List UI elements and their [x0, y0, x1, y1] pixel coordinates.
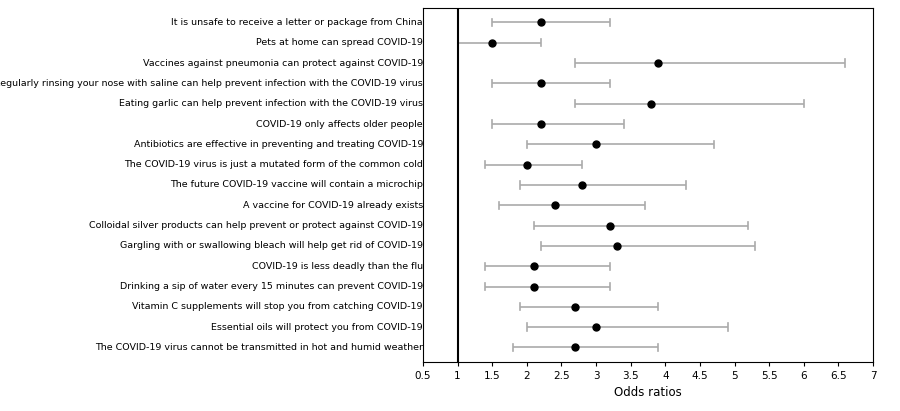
Text: Colloidal silver products can help prevent or protect against COVID-19: Colloidal silver products can help preve… [89, 221, 423, 230]
Text: The future COVID-19 vaccine will contain a microchip: The future COVID-19 vaccine will contain… [170, 180, 423, 189]
Text: The COVID-19 virus is just a mutated form of the common cold: The COVID-19 virus is just a mutated for… [124, 160, 423, 169]
Text: COVID-19 only affects older people: COVID-19 only affects older people [256, 120, 423, 129]
Text: Gargling with or swallowing bleach will help get rid of COVID-19: Gargling with or swallowing bleach will … [120, 241, 423, 250]
Text: It is unsafe to receive a letter or package from China: It is unsafe to receive a letter or pack… [171, 18, 423, 27]
Text: Pets at home can spread COVID-19: Pets at home can spread COVID-19 [256, 38, 423, 47]
Text: Regularly rinsing your nose with saline can help prevent infection with the COVI: Regularly rinsing your nose with saline … [0, 79, 423, 88]
Text: COVID-19 is less deadly than the flu: COVID-19 is less deadly than the flu [252, 262, 423, 271]
X-axis label: Odds ratios: Odds ratios [614, 386, 682, 399]
Text: Essential oils will protect you from COVID-19: Essential oils will protect you from COV… [212, 323, 423, 332]
Text: Antibiotics are effective in preventing and treating COVID-19: Antibiotics are effective in preventing … [133, 140, 423, 149]
Text: The COVID-19 virus cannot be transmitted in hot and humid weather: The COVID-19 virus cannot be transmitted… [95, 343, 423, 352]
Text: Vaccines against pneumonia can protect against COVID-19: Vaccines against pneumonia can protect a… [143, 58, 423, 67]
Text: Drinking a sip of water every 15 minutes can prevent COVID-19: Drinking a sip of water every 15 minutes… [120, 282, 423, 291]
Text: Eating garlic can help prevent infection with the COVID-19 virus: Eating garlic can help prevent infection… [119, 99, 423, 108]
Text: A vaccine for COVID-19 already exists: A vaccine for COVID-19 already exists [243, 201, 423, 210]
Text: Vitamin C supplements will stop you from catching COVID-19: Vitamin C supplements will stop you from… [132, 302, 423, 312]
